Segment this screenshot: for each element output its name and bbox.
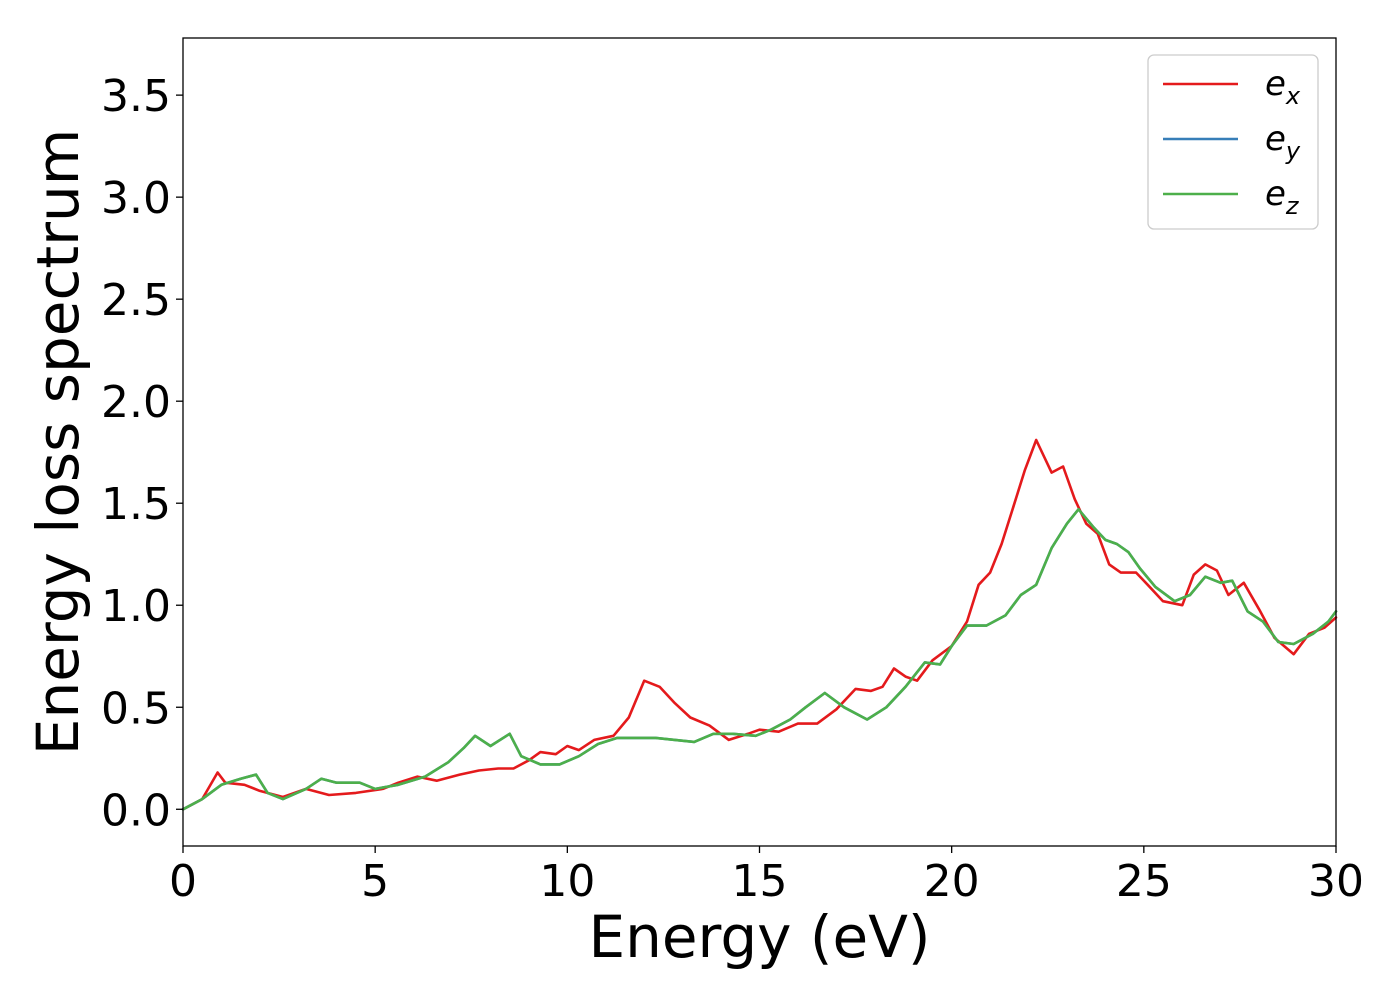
series-line-z — [181, 508, 1338, 811]
legend-box — [1147, 54, 1319, 230]
x-axis: 0 5 10 15 20 25 30 — [169, 846, 1364, 907]
y-axis: 0.0 0.5 1.0 1.5 2.0 2.5 3.0 3.5 — [101, 71, 183, 836]
legend-label-subscript: z — [1285, 192, 1300, 220]
y-tick-label: 1.5 — [101, 479, 171, 530]
legend-label-base: e — [1265, 174, 1286, 214]
y-axis-title: Energy loss spectrum — [24, 129, 92, 755]
legend-label-x: ex — [1265, 64, 1301, 110]
x-axis-title: Energy (eV) — [588, 903, 930, 971]
x-tick-label: 15 — [732, 856, 788, 907]
y-tick-label: 0.0 — [101, 785, 171, 836]
x-tick-label: 25 — [1116, 856, 1172, 907]
x-tick-label: 5 — [361, 856, 389, 907]
legend-label-subscript: y — [1285, 137, 1301, 165]
x-tick-label: 20 — [924, 856, 980, 907]
x-tick-label: 10 — [539, 856, 595, 907]
x-tick-label: 30 — [1308, 856, 1364, 907]
y-tick-label: 2.5 — [101, 275, 171, 326]
legend-label-subscript: x — [1285, 82, 1301, 110]
plot-area — [183, 38, 1336, 846]
legend-label-base: e — [1265, 64, 1286, 104]
y-tick-label: 2.0 — [101, 377, 171, 428]
y-tick-label: 3.5 — [101, 71, 171, 122]
y-tick-label: 3.0 — [101, 173, 171, 224]
y-tick-label: 1.0 — [101, 581, 171, 632]
x-tick-label: 0 — [169, 856, 197, 907]
legend-label-z: ez — [1265, 174, 1300, 220]
y-tick-label: 0.5 — [101, 683, 171, 734]
legend-label-y: ey — [1265, 119, 1301, 165]
series-layer — [181, 438, 1338, 811]
legend-label-base: e — [1265, 119, 1286, 159]
